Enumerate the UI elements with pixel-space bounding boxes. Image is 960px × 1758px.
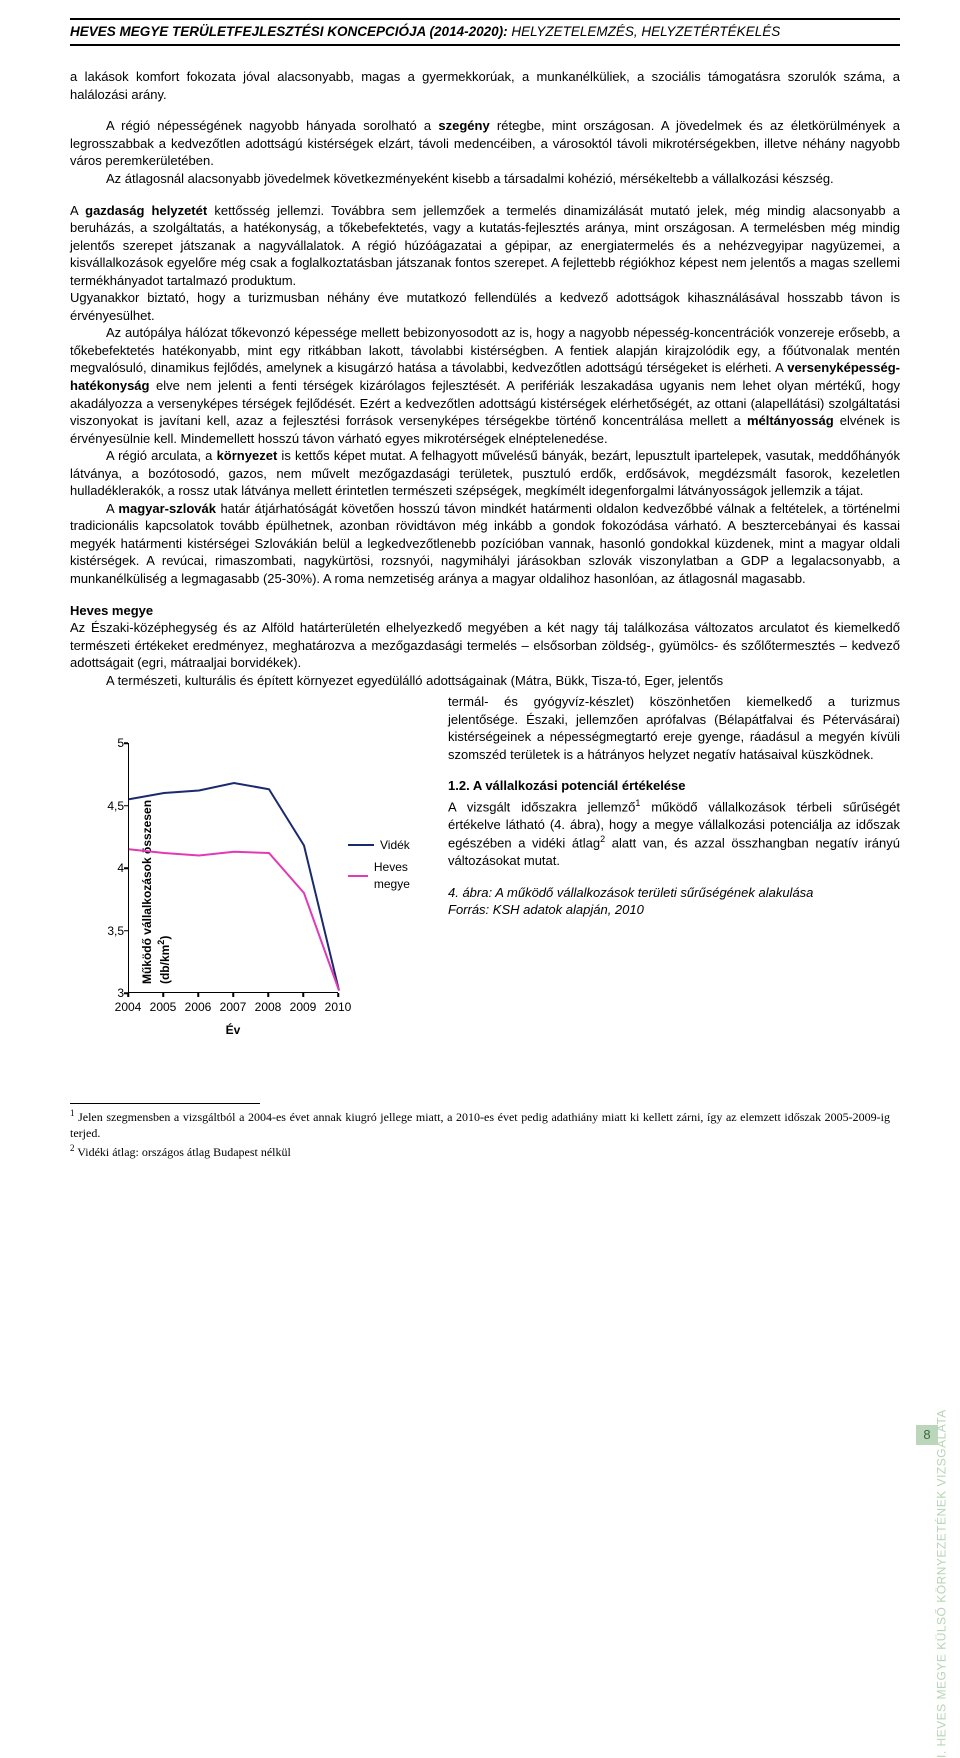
chart-xlabel: Év <box>128 1022 338 1038</box>
paragraph-9: Az Északi-középhegység és az Alföld hatá… <box>70 619 900 672</box>
xtick-mark <box>127 993 129 997</box>
paragraph-4: A gazdaság helyzetét kettősség jellemzi.… <box>70 202 900 290</box>
lower-block: Működő vállalkozások összesen (db/km2) 3… <box>70 693 900 1047</box>
p6a: Az autópálya hálózat tőkevonzó képessége… <box>70 325 900 375</box>
ytick-mark <box>124 805 128 807</box>
legend-label: Heves megye <box>374 859 430 891</box>
ytick-label: 4,5 <box>102 798 124 814</box>
figure-source: Forrás: KSH adatok alapján, 2010 <box>448 901 900 919</box>
footnote-rule <box>70 1103 260 1104</box>
header-title-sub: HELYZETELEMZÉS, HELYZETÉRTÉKELÉS <box>511 24 780 39</box>
paragraph-11: A vizsgált időszakra jellemző1 működő vá… <box>448 797 900 870</box>
paragraph-3: Az átlagosnál alacsonyabb jövedelmek köv… <box>70 170 900 188</box>
ytick-mark <box>124 743 128 745</box>
fn2-text: Vidéki átlag: országos átlag Budapest né… <box>75 1145 291 1159</box>
subhead-1-2: 1.2. A vállalkozási potenciál értékelése <box>448 777 900 795</box>
p8-bold: magyar-szlovák <box>118 501 216 516</box>
xtick-mark <box>267 993 269 997</box>
xtick-label: 2004 <box>115 999 142 1015</box>
ytick-mark <box>124 868 128 870</box>
p2-bold: szegény <box>438 118 489 133</box>
p11a: A vizsgált időszakra jellemző <box>448 799 635 814</box>
ytick-label: 4 <box>102 860 124 876</box>
page: HEVES MEGYE TERÜLETFEJLESZTÉSI KONCEPCIÓ… <box>0 0 960 1459</box>
side-section-label: I. HEVES MEGYE KÜLSŐ KÖRNYEZETÉNEK VIZSG… <box>934 1409 950 1758</box>
legend-swatch <box>348 875 368 877</box>
xtick-label: 2009 <box>290 999 317 1015</box>
ytick-label: 5 <box>102 735 124 751</box>
chart-svg <box>129 743 339 993</box>
footnote-2: 2 Vidéki átlag: országos átlag Budapest … <box>70 1142 890 1160</box>
paragraph-2: A régió népességének nagyobb hányada sor… <box>70 117 900 170</box>
line-chart: Működő vállalkozások összesen (db/km2) 3… <box>70 737 430 1047</box>
p7a: A régió arculata, a <box>106 448 217 463</box>
xtick-mark <box>197 993 199 997</box>
xtick-label: 2007 <box>220 999 247 1015</box>
legend-label: Vidék <box>380 837 410 853</box>
figure-caption: 4. ábra: A működő vállalkozások területi… <box>448 884 900 902</box>
p2a: A régió népességének nagyobb hányada sor… <box>106 118 438 133</box>
xtick-label: 2005 <box>150 999 177 1015</box>
paragraph-8: A magyar-szlovák határ átjárhatóságát kö… <box>70 500 900 588</box>
paragraph-7: A régió arculata, a környezet is kettős … <box>70 447 900 500</box>
header-banner: HEVES MEGYE TERÜLETFEJLESZTÉSI KONCEPCIÓ… <box>70 18 900 46</box>
p6-bold2: méltányosság <box>747 413 834 428</box>
paragraph-6: Az autópálya hálózat tőkevonzó képessége… <box>70 324 900 447</box>
xtick-label: 2008 <box>255 999 282 1015</box>
fn1-text: Jelen szegmensben a vizsgáltból a 2004-e… <box>70 1110 890 1140</box>
chart-column: Működő vállalkozások összesen (db/km2) 3… <box>70 693 430 1047</box>
p10-lead-text: A természeti, kulturális és épített körn… <box>106 673 723 688</box>
ytick-label: 3,5 <box>102 923 124 939</box>
xtick-mark <box>302 993 304 997</box>
heves-heading: Heves megye <box>70 602 900 620</box>
p3: Az átlagosnál alacsonyabb jövedelmek köv… <box>106 171 834 186</box>
xtick-mark <box>337 993 339 997</box>
p8a: A <box>106 501 118 516</box>
series-line <box>129 850 339 991</box>
paragraph-10-rest: termál- és gyógyvíz-készlet) köszönhetőe… <box>448 693 900 763</box>
footnote-1: 1 Jelen szegmensben a vizsgáltból a 2004… <box>70 1107 890 1141</box>
plot-area <box>128 743 338 993</box>
legend-item: Heves megye <box>348 859 430 891</box>
p4a: A <box>70 203 85 218</box>
page-number: 8 <box>916 1425 938 1445</box>
paragraph-1: a lakások komfort fokozata jóval alacson… <box>70 68 900 103</box>
p7-bold: környezet <box>217 448 278 463</box>
p4-bold1: gazdaság helyzetét <box>85 203 207 218</box>
series-line <box>129 783 339 991</box>
right-text-column: termál- és gyógyvíz-készlet) köszönhetőe… <box>448 693 900 1047</box>
xtick-mark <box>162 993 164 997</box>
legend-item: Vidék <box>348 837 430 853</box>
header-title-main: HEVES MEGYE TERÜLETFEJLESZTÉSI KONCEPCIÓ… <box>70 24 511 39</box>
footnotes: 1 Jelen szegmensben a vizsgáltból a 2004… <box>70 1107 890 1160</box>
paragraph-5: Ugyanakkor biztató, hogy a turizmusban n… <box>70 289 900 324</box>
xtick-mark <box>232 993 234 997</box>
legend-swatch <box>348 844 374 846</box>
xtick-label: 2006 <box>185 999 212 1015</box>
paragraph-10-lead: A természeti, kulturális és épített körn… <box>70 672 900 690</box>
ytick-mark <box>124 930 128 932</box>
xtick-label: 2010 <box>325 999 352 1015</box>
chart-legend: Vidék Heves megye <box>348 837 430 898</box>
